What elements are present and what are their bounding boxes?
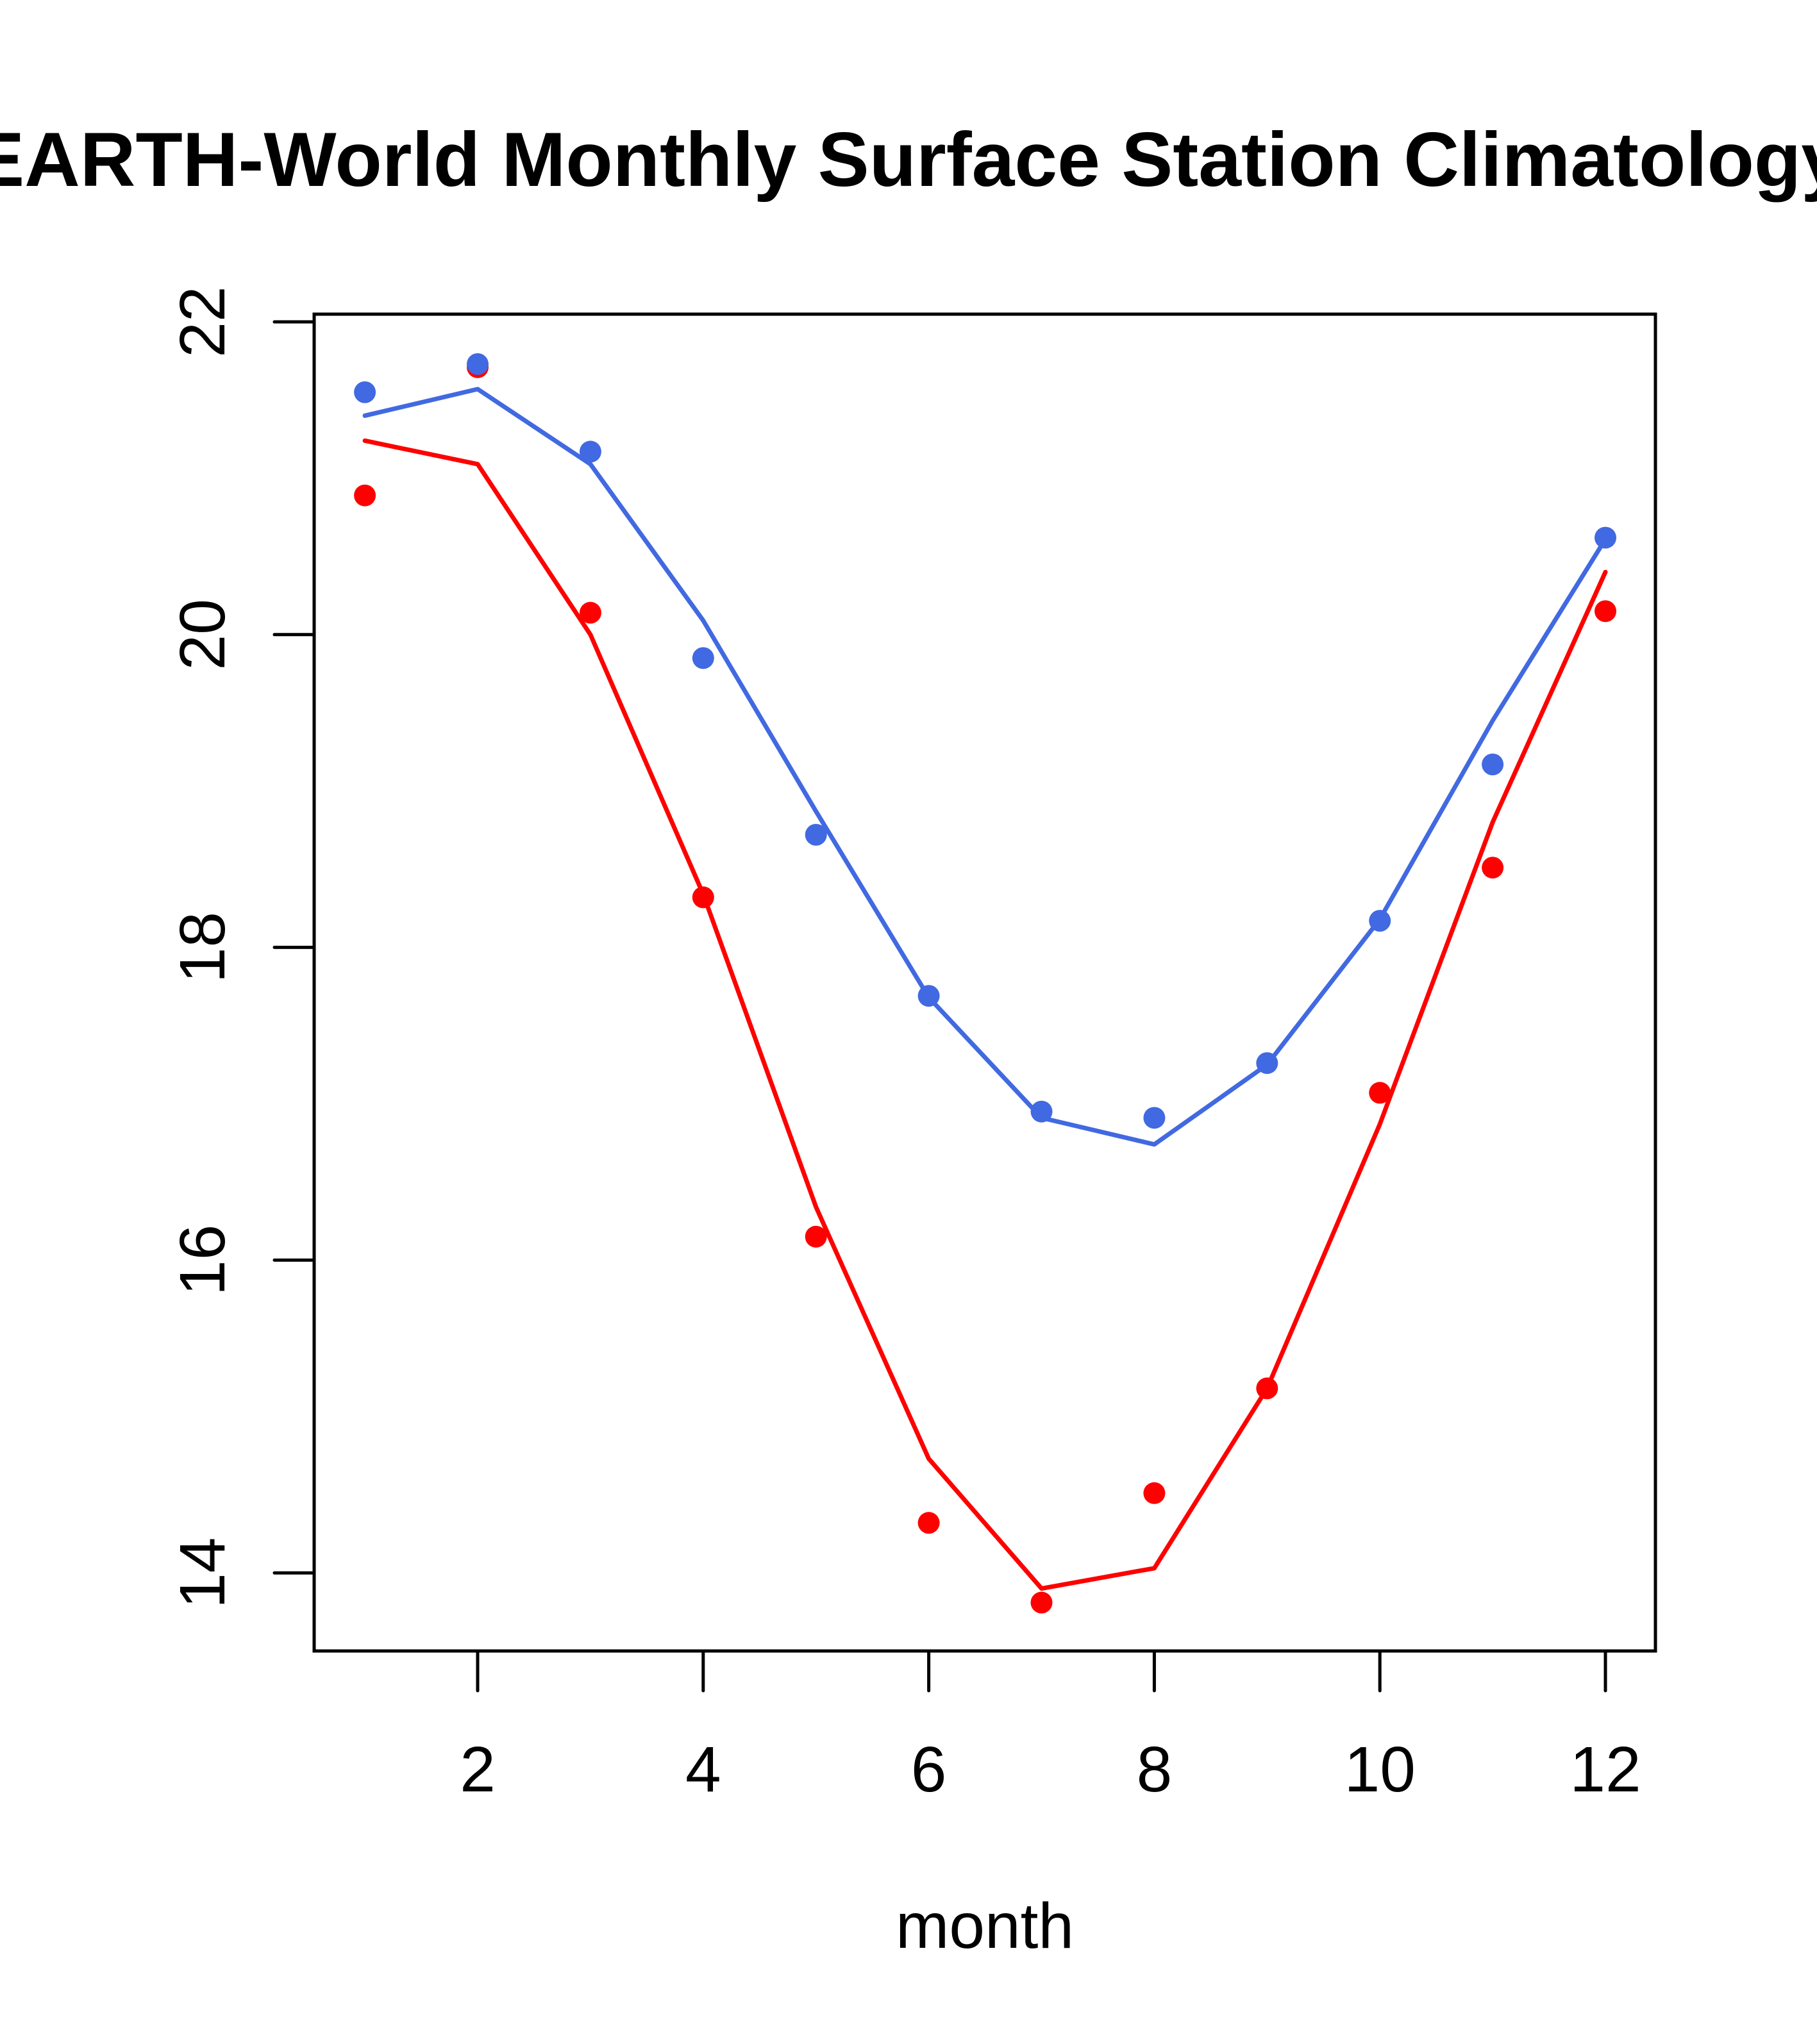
y-tick-label: 22 xyxy=(167,286,239,357)
red-point xyxy=(579,601,601,624)
x-tick-label: 8 xyxy=(1137,1734,1173,1805)
y-tick-label: 16 xyxy=(167,1225,239,1296)
red-point xyxy=(917,1512,940,1534)
red-point xyxy=(1595,600,1616,623)
plot-frame xyxy=(312,312,1657,1653)
chart-title: EARTH-World Monthly Surface Station Clim… xyxy=(0,117,1817,203)
blue-point xyxy=(467,353,489,375)
red-line xyxy=(362,438,1608,1591)
y-tick-label: 18 xyxy=(167,912,239,983)
blue-point xyxy=(1595,526,1616,549)
y-axis: 14 16 18 20 22 xyxy=(167,286,316,1609)
blue-point xyxy=(1256,1052,1278,1075)
blue-point xyxy=(354,381,376,403)
blue-point xyxy=(692,647,714,669)
blue-line xyxy=(362,387,1608,1147)
blue-point xyxy=(805,823,827,846)
blue-points xyxy=(354,353,1616,1129)
x-tick-label: 12 xyxy=(1570,1734,1641,1805)
x-tick-label: 4 xyxy=(685,1734,721,1805)
red-points xyxy=(354,356,1616,1614)
red-point xyxy=(1482,857,1504,879)
series-layer xyxy=(354,353,1616,1614)
blue-point xyxy=(1482,753,1504,776)
blue-point xyxy=(1369,910,1391,932)
red-point xyxy=(1256,1377,1278,1400)
x-tick-label: 6 xyxy=(911,1734,947,1805)
red-point xyxy=(1369,1082,1391,1104)
y-tick-label: 14 xyxy=(167,1537,239,1609)
red-point xyxy=(805,1225,827,1248)
y-tick-label: 20 xyxy=(167,599,239,670)
red-point xyxy=(1030,1591,1053,1614)
blue-point xyxy=(917,985,940,1007)
x-axis-label: month xyxy=(896,1890,1074,1962)
x-tick-label: 10 xyxy=(1344,1734,1416,1805)
blue-point xyxy=(1143,1107,1166,1129)
x-axis: 2 4 6 8 10 12 xyxy=(460,1649,1641,1805)
red-point xyxy=(1143,1482,1166,1504)
red-point xyxy=(692,886,714,909)
red-point xyxy=(354,484,376,507)
blue-point xyxy=(1030,1100,1053,1123)
x-tick-label: 2 xyxy=(460,1734,496,1805)
blue-point xyxy=(579,440,601,463)
